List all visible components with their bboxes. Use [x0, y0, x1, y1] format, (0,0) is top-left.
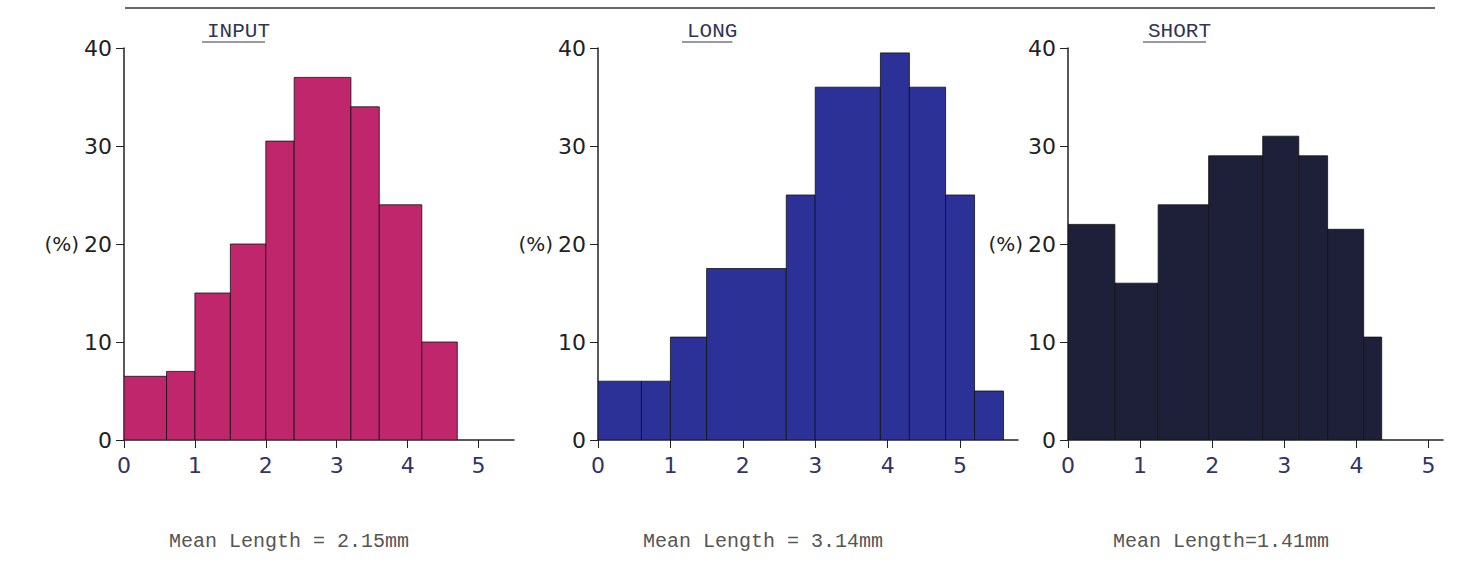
svg-text:10: 10 — [1028, 330, 1056, 355]
svg-text:3: 3 — [1277, 453, 1291, 478]
svg-text:0: 0 — [572, 428, 586, 453]
svg-text:0: 0 — [1061, 453, 1075, 478]
svg-text:2: 2 — [736, 453, 750, 478]
svg-text:10: 10 — [558, 330, 586, 355]
svg-text:20: 20 — [1028, 232, 1056, 257]
svg-text:Mean Length=1.41mm: Mean Length=1.41mm — [1113, 530, 1329, 553]
svg-text:0: 0 — [591, 453, 605, 478]
svg-text:4: 4 — [1349, 453, 1363, 478]
svg-text:0: 0 — [1042, 428, 1056, 453]
svg-text:30: 30 — [558, 134, 586, 159]
svg-text:2: 2 — [1205, 453, 1219, 478]
svg-text:5: 5 — [472, 453, 486, 478]
svg-text:1: 1 — [663, 453, 677, 478]
svg-text:40: 40 — [1028, 36, 1056, 61]
svg-text:(%): (%) — [44, 232, 79, 256]
svg-text:0: 0 — [117, 453, 131, 478]
svg-text:30: 30 — [84, 134, 112, 159]
svg-text:3: 3 — [330, 453, 344, 478]
svg-text:Mean Length = 2.15mm: Mean Length = 2.15mm — [169, 530, 409, 553]
svg-text:30: 30 — [1028, 134, 1056, 159]
svg-text:1: 1 — [1133, 453, 1147, 478]
svg-text:5: 5 — [953, 453, 967, 478]
svg-text:4: 4 — [401, 453, 415, 478]
svg-text:1: 1 — [188, 453, 202, 478]
svg-text:20: 20 — [84, 232, 112, 257]
svg-text:(%): (%) — [988, 232, 1023, 256]
svg-text:40: 40 — [558, 36, 586, 61]
svg-text:LONG: LONG — [687, 20, 737, 43]
svg-text:4: 4 — [881, 453, 895, 478]
svg-text:INPUT: INPUT — [207, 20, 270, 43]
svg-text:3: 3 — [808, 453, 822, 478]
svg-text:40: 40 — [84, 36, 112, 61]
svg-text:10: 10 — [84, 330, 112, 355]
svg-text:20: 20 — [558, 232, 586, 257]
svg-text:(%): (%) — [518, 232, 553, 256]
svg-text:5: 5 — [1422, 453, 1436, 478]
svg-text:SHORT: SHORT — [1148, 20, 1211, 43]
svg-text:Mean Length = 3.14mm: Mean Length = 3.14mm — [643, 530, 883, 553]
svg-text:2: 2 — [259, 453, 273, 478]
svg-text:0: 0 — [98, 428, 112, 453]
